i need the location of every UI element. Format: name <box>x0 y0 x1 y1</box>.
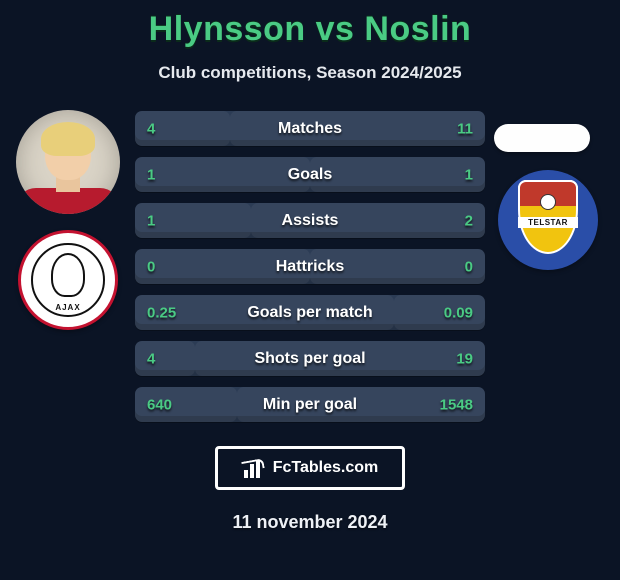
right-pill-placeholder <box>494 124 590 152</box>
stat-fill-right <box>230 111 486 146</box>
stat-fill-right <box>310 157 485 192</box>
stat-row: 640 Min per goal 1548 <box>135 387 485 422</box>
stat-value-left: 4 <box>147 350 155 367</box>
stat-row: 0 Hattricks 0 <box>135 249 485 284</box>
stat-row: 1 Assists 2 <box>135 203 485 238</box>
club-logo-right: TELSTAR <box>498 170 598 270</box>
stat-row: 4 Shots per goal 19 <box>135 341 485 376</box>
stat-value-right: 1 <box>465 166 473 183</box>
stat-fill-left <box>135 341 195 376</box>
stat-row: 4 Matches 11 <box>135 111 485 146</box>
stat-value-right: 0.09 <box>444 304 473 321</box>
stat-value-right: 11 <box>457 120 473 137</box>
stat-value-right: 19 <box>456 350 473 367</box>
stat-row: 0.25 Goals per match 0.09 <box>135 295 485 330</box>
stat-label: Assists <box>282 212 339 230</box>
date-text: 11 november 2024 <box>0 512 620 533</box>
stat-value-left: 1 <box>147 166 155 183</box>
stat-value-right: 1548 <box>440 396 473 413</box>
stat-value-left: 4 <box>147 120 155 137</box>
brand-box[interactable]: FcTables.com <box>215 446 405 490</box>
player-photo-left <box>16 110 120 214</box>
stat-label: Hattricks <box>276 258 344 276</box>
stat-fill-left <box>135 157 310 192</box>
club-logo-left: AJAX <box>18 230 118 330</box>
stat-row: 1 Goals 1 <box>135 157 485 192</box>
brand-chart-icon <box>242 458 266 478</box>
stat-label: Min per goal <box>263 396 357 414</box>
stat-value-left: 640 <box>147 396 172 413</box>
stats-list: 4Matches111Goals11Assists20Hattricks00.2… <box>135 111 485 422</box>
stat-label: Matches <box>278 120 342 138</box>
subtitle: Club competitions, Season 2024/2025 <box>0 63 620 83</box>
stat-label: Goals <box>288 166 332 184</box>
stat-value-right: 0 <box>465 258 473 275</box>
comparison-card: Hlynsson vs Noslin Club competitions, Se… <box>0 0 620 580</box>
stat-value-right: 2 <box>465 212 473 229</box>
stat-value-left: 1 <box>147 212 155 229</box>
stat-label: Shots per goal <box>254 350 365 368</box>
brand-text: FcTables.com <box>273 459 379 477</box>
stat-value-left: 0.25 <box>147 304 176 321</box>
page-title: Hlynsson vs Noslin <box>0 10 620 49</box>
stat-label: Goals per match <box>247 304 372 322</box>
club-label-left: AJAX <box>21 303 115 312</box>
right-player-block: TELSTAR <box>488 170 608 270</box>
club-label-right: TELSTAR <box>518 217 578 228</box>
left-player-block: AJAX <box>8 110 128 330</box>
stat-value-left: 0 <box>147 258 155 275</box>
